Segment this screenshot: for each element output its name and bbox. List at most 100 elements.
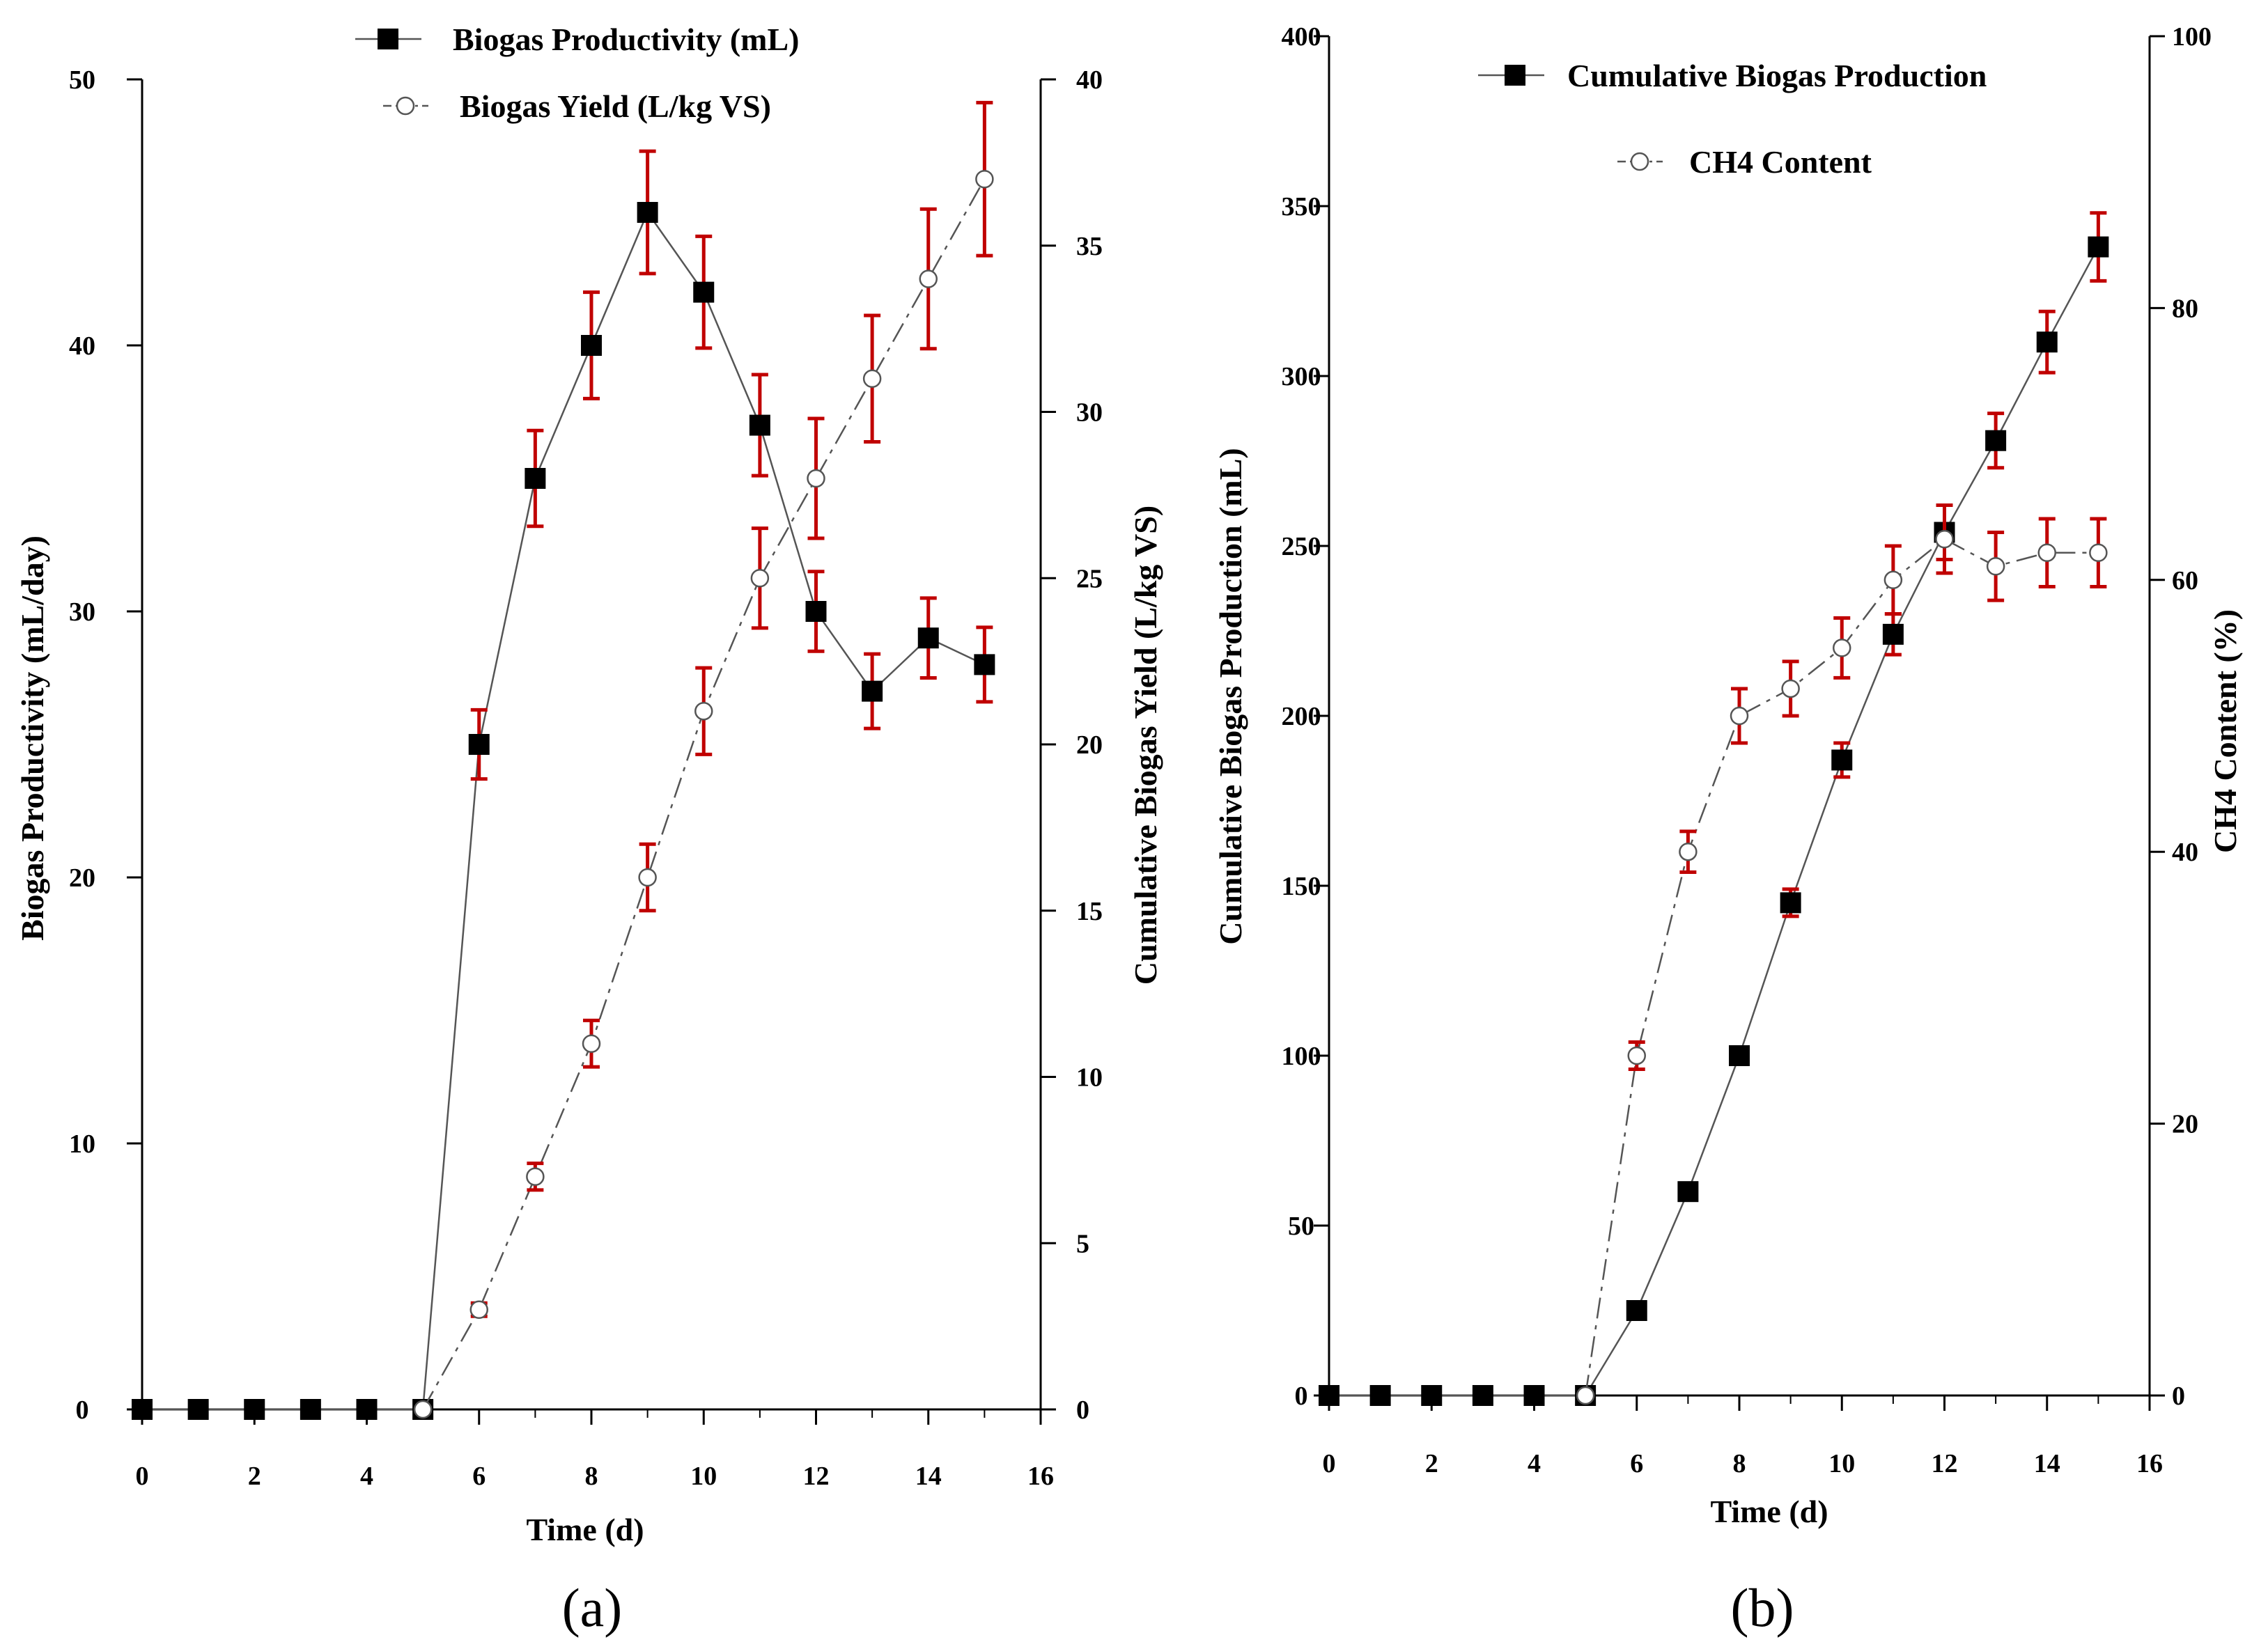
data-point-square — [525, 468, 546, 489]
y-tick-label: 0 — [1295, 1382, 1308, 1411]
data-point-circle — [919, 269, 938, 288]
series-line-1 — [422, 178, 986, 1410]
y-tick-label: 150 — [1282, 872, 1321, 901]
x-tick-label: 10 — [690, 1462, 717, 1491]
data-point-square — [1831, 749, 1853, 771]
x-axis-title: Time (d) — [526, 1512, 644, 1547]
x-tick-label: 16 — [2136, 1449, 2163, 1478]
y-tick-label: 0 — [76, 1395, 89, 1425]
x-tick-label: 8 — [585, 1462, 598, 1491]
data-point-square — [1882, 623, 1904, 645]
data-point-circle — [638, 868, 657, 887]
y-tick-label: 300 — [1282, 362, 1321, 391]
y2-tick-label: 0 — [2172, 1382, 2185, 1411]
x-tick-label: 6 — [1630, 1449, 1643, 1478]
panel-label: (a) — [562, 1577, 623, 1638]
x-tick-label: 12 — [803, 1462, 830, 1491]
x-tick-label: 2 — [1425, 1449, 1438, 1478]
data-point-square — [749, 414, 770, 436]
legend-label: Biogas Productivity (mL) — [453, 22, 799, 57]
panel-label: (b) — [1731, 1577, 1794, 1638]
legend-marker-square — [1505, 65, 1525, 86]
data-point-square — [1421, 1385, 1443, 1406]
legend-label: Biogas Yield (L/kg VS) — [460, 88, 771, 124]
y-tick-label: 200 — [1282, 702, 1321, 731]
data-point-circle — [1781, 679, 1800, 698]
data-point-circle — [1833, 639, 1851, 657]
legend-label: Cumulative Biogas Production — [1567, 58, 1987, 93]
data-point-square — [187, 1399, 209, 1420]
y2-tick-label: 40 — [2172, 838, 2198, 867]
x-tick-label: 4 — [1528, 1449, 1541, 1478]
x-tick-label: 14 — [2034, 1449, 2060, 1478]
data-point-square — [1677, 1181, 1699, 1203]
y2-tick-label: 15 — [1076, 897, 1103, 926]
y-tick-label: 50 — [69, 65, 95, 95]
data-point-circle — [2089, 543, 2108, 563]
data-point-square — [1369, 1385, 1391, 1406]
data-point-square — [132, 1399, 153, 1420]
data-point-square — [862, 680, 883, 702]
data-point-square — [581, 335, 602, 356]
data-point-square — [693, 281, 715, 303]
y-tick-label: 50 — [1288, 1212, 1314, 1241]
data-point-square — [1626, 1300, 1647, 1321]
data-point-square — [805, 601, 827, 622]
x-tick-label: 14 — [915, 1462, 942, 1491]
y2-tick-label: 0 — [1076, 1395, 1089, 1425]
y-tick-label: 20 — [69, 863, 95, 893]
y-tick-label: 100 — [1282, 1042, 1321, 1071]
panel-a: 0 2 4 6 8 10 12 14 16 0 10 20 30 40 50 0 5 10 15 20 25 30 35 40… — [15, 22, 1163, 1638]
x-tick-label: 4 — [360, 1462, 373, 1491]
data-point-square — [2036, 331, 2058, 353]
y-axis-title: Biogas Productivity (mL/day) — [15, 535, 50, 941]
data-point-square — [2088, 236, 2109, 258]
y2-tick-label: 25 — [1076, 564, 1103, 593]
y2-tick-label: 40 — [1076, 65, 1103, 95]
data-point-circle — [526, 1167, 545, 1186]
x-tick-label: 0 — [1323, 1449, 1336, 1478]
y2-tick-label: 10 — [1076, 1063, 1103, 1093]
data-point-circle — [413, 1400, 433, 1419]
data-point-square — [1319, 1385, 1339, 1406]
legend-marker-square — [378, 29, 398, 49]
data-point-circle — [1935, 529, 1954, 549]
data-point-circle — [1627, 1046, 1646, 1065]
y2-tick-label: 5 — [1076, 1229, 1089, 1258]
data-point-circle — [1883, 570, 1903, 590]
y-axis-title: Cumulative Biogas Production (mL) — [1213, 448, 1248, 944]
data-point-circle — [750, 569, 770, 588]
y2-tick-label: 80 — [2172, 294, 2198, 323]
data-point-circle — [1576, 1386, 1595, 1405]
data-point-square — [1780, 892, 1801, 914]
data-point-circle — [862, 369, 882, 388]
y2-tick-label: 30 — [1076, 398, 1103, 428]
data-point-circle — [1730, 706, 1749, 726]
data-point-square — [917, 627, 939, 649]
y-tick-label: 250 — [1282, 532, 1321, 561]
data-point-square — [1729, 1045, 1750, 1066]
data-point-circle — [582, 1034, 601, 1053]
y-tick-label: 400 — [1282, 22, 1321, 52]
legend-marker-circle — [1630, 152, 1649, 171]
series-line-0 — [1329, 246, 2099, 1397]
series-line-0 — [142, 210, 985, 1411]
y2-tick-label: 60 — [2172, 566, 2198, 595]
x-tick-label: 6 — [472, 1462, 486, 1491]
y2-axis-title: CH4 Content (%) — [2207, 609, 2243, 853]
data-point-square — [300, 1399, 321, 1420]
legend-label: CH4 Content — [1689, 144, 1872, 180]
x-tick-label: 8 — [1733, 1449, 1746, 1478]
data-point-square — [637, 202, 658, 223]
x-axis-title: Time (d) — [1710, 1494, 1828, 1529]
data-point-circle — [1986, 557, 2005, 576]
data-point-square — [974, 654, 995, 675]
data-point-circle — [2037, 543, 2056, 563]
data-point-circle — [1679, 842, 1698, 861]
y2-tick-label: 100 — [2172, 22, 2212, 52]
y-tick-label: 350 — [1282, 192, 1321, 221]
y-tick-label: 40 — [69, 331, 95, 361]
data-point-square — [244, 1399, 265, 1420]
y2-tick-label: 35 — [1076, 232, 1103, 261]
